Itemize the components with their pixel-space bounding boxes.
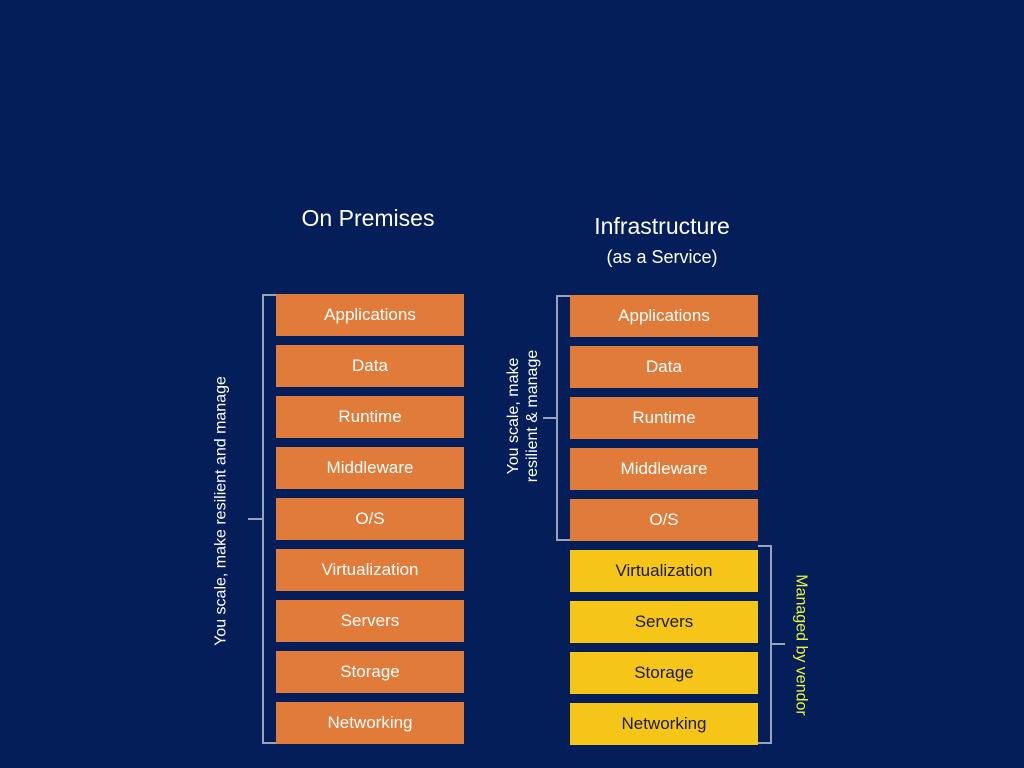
iaas-layer-data: Data bbox=[570, 346, 758, 388]
on-premises-layer-applications: Applications bbox=[276, 294, 464, 336]
iaas-vendor-bracket-tick bbox=[772, 643, 785, 645]
iaas-layer-servers: Servers bbox=[570, 601, 758, 643]
iaas-customer-bracket bbox=[556, 295, 570, 541]
iaas-stack: Applications Data Runtime Middleware O/S… bbox=[570, 295, 758, 754]
iaas-vendor-label: Managed by vendor bbox=[792, 574, 810, 716]
on-premises-stack: Applications Data Runtime Middleware O/S… bbox=[276, 294, 464, 753]
iaas-layer-middleware: Middleware bbox=[570, 448, 758, 490]
on-premises-layer-servers: Servers bbox=[276, 600, 464, 642]
on-premises-layer-middleware: Middleware bbox=[276, 447, 464, 489]
iaas-side-label-line2: resilient & manage bbox=[524, 349, 541, 483]
iaas-layer-os: O/S bbox=[570, 499, 758, 541]
iaas-title: Infrastructure bbox=[594, 213, 730, 239]
on-premises-layer-data: Data bbox=[276, 345, 464, 387]
on-premises-layer-storage: Storage bbox=[276, 651, 464, 693]
iaas-layer-networking: Networking bbox=[570, 703, 758, 745]
iaas-customer-bracket-tick bbox=[543, 417, 556, 419]
on-premises-layer-runtime: Runtime bbox=[276, 396, 464, 438]
iaas-side-label-line1: You scale, make bbox=[505, 357, 522, 475]
iaas-layer-applications: Applications bbox=[570, 295, 758, 337]
on-premises-layer-networking: Networking bbox=[276, 702, 464, 744]
iaas-vendor-bracket bbox=[758, 545, 772, 744]
iaas-side-label: You scale, make resilient & manage bbox=[504, 350, 542, 483]
on-premises-bracket-tick bbox=[248, 518, 262, 520]
iaas-subtitle: (as a Service) bbox=[606, 247, 718, 267]
on-premises-layer-os: O/S bbox=[276, 498, 464, 540]
iaas-layer-storage: Storage bbox=[570, 652, 758, 694]
on-premises-title: On Premises bbox=[301, 205, 435, 231]
on-premises-layer-virtualization: Virtualization bbox=[276, 549, 464, 591]
on-premises-bracket bbox=[262, 294, 276, 744]
on-premises-side-label: You scale, make resilient and manage bbox=[212, 376, 230, 646]
iaas-layer-runtime: Runtime bbox=[570, 397, 758, 439]
iaas-layer-virtualization: Virtualization bbox=[570, 550, 758, 592]
